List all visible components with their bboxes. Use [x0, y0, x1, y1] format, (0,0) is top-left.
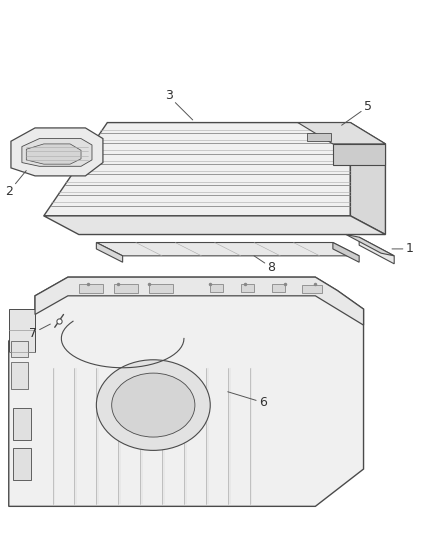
Polygon shape — [22, 139, 92, 166]
Polygon shape — [11, 128, 103, 176]
Bar — [241, 284, 254, 292]
Polygon shape — [96, 243, 359, 256]
Bar — [114, 284, 138, 293]
Polygon shape — [44, 216, 385, 235]
Ellipse shape — [96, 360, 210, 450]
Polygon shape — [44, 123, 350, 216]
Ellipse shape — [112, 373, 195, 437]
Polygon shape — [35, 277, 364, 325]
Polygon shape — [26, 144, 81, 164]
Polygon shape — [13, 448, 31, 480]
Polygon shape — [350, 123, 385, 235]
Text: 8: 8 — [254, 256, 276, 274]
Polygon shape — [13, 408, 31, 440]
Polygon shape — [359, 237, 394, 264]
Text: 7: 7 — [29, 324, 50, 340]
Text: 6: 6 — [228, 392, 267, 409]
Text: 1: 1 — [392, 243, 413, 255]
Polygon shape — [9, 309, 35, 352]
Text: 5: 5 — [342, 100, 372, 125]
Text: 3: 3 — [165, 90, 193, 120]
Bar — [79, 284, 103, 293]
Polygon shape — [307, 133, 331, 141]
Polygon shape — [333, 144, 385, 165]
Polygon shape — [9, 277, 364, 506]
Bar — [149, 284, 173, 293]
Polygon shape — [11, 362, 28, 389]
Polygon shape — [333, 243, 359, 262]
Polygon shape — [298, 123, 385, 144]
Bar — [302, 285, 322, 293]
Bar — [210, 284, 223, 292]
Text: 2: 2 — [5, 171, 26, 198]
Polygon shape — [346, 235, 394, 256]
Polygon shape — [96, 243, 123, 262]
Polygon shape — [11, 341, 28, 357]
Bar — [272, 284, 285, 292]
